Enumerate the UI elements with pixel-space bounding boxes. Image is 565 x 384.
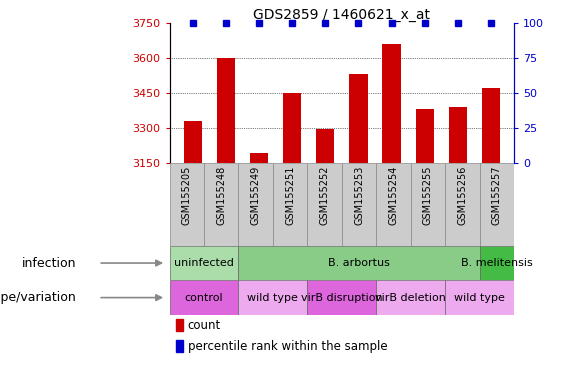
Text: wild type: wild type xyxy=(247,293,298,303)
Bar xyxy=(342,163,376,246)
Bar xyxy=(238,163,273,246)
Text: percentile rank within the sample: percentile rank within the sample xyxy=(188,339,388,353)
Text: GSM155249: GSM155249 xyxy=(251,166,260,225)
Text: count: count xyxy=(188,318,221,331)
Bar xyxy=(204,163,238,246)
Text: GSM155253: GSM155253 xyxy=(354,166,364,225)
Text: virB disruption: virB disruption xyxy=(301,293,383,303)
Bar xyxy=(449,107,467,163)
Bar xyxy=(184,121,202,163)
Title: GDS2859 / 1460621_x_at: GDS2859 / 1460621_x_at xyxy=(253,8,431,22)
Bar xyxy=(273,163,307,246)
Bar xyxy=(376,280,445,315)
Bar xyxy=(480,163,514,246)
Text: GSM155257: GSM155257 xyxy=(492,166,502,225)
Text: virB deletion: virB deletion xyxy=(375,293,446,303)
Text: genotype/variation: genotype/variation xyxy=(0,291,76,304)
Bar xyxy=(482,88,500,163)
Bar xyxy=(307,163,342,246)
Bar xyxy=(383,44,401,163)
Bar xyxy=(250,153,268,163)
Bar xyxy=(445,280,514,315)
Bar xyxy=(170,163,204,246)
Text: wild type: wild type xyxy=(454,293,505,303)
Bar xyxy=(411,163,445,246)
Text: GSM155248: GSM155248 xyxy=(216,166,226,225)
Text: B. melitensis: B. melitensis xyxy=(461,258,533,268)
Bar xyxy=(283,93,301,163)
Text: uninfected: uninfected xyxy=(174,258,234,268)
Bar xyxy=(416,109,434,163)
Bar xyxy=(176,319,182,331)
Text: GSM155252: GSM155252 xyxy=(320,166,329,225)
Bar xyxy=(445,163,480,246)
Text: infection: infection xyxy=(22,257,76,270)
Text: GSM155256: GSM155256 xyxy=(458,166,467,225)
Bar xyxy=(238,280,307,315)
Text: GSM155255: GSM155255 xyxy=(423,166,433,225)
Bar xyxy=(376,163,411,246)
Bar xyxy=(176,340,182,352)
Bar xyxy=(316,129,334,163)
Bar xyxy=(170,246,238,280)
Text: control: control xyxy=(185,293,223,303)
Text: B. arbortus: B. arbortus xyxy=(328,258,390,268)
Text: GSM155251: GSM155251 xyxy=(285,166,295,225)
Bar xyxy=(217,58,235,163)
Bar xyxy=(349,74,367,163)
Bar xyxy=(170,280,238,315)
Bar xyxy=(307,280,376,315)
Text: GSM155205: GSM155205 xyxy=(182,166,192,225)
Bar xyxy=(480,246,514,280)
Text: GSM155254: GSM155254 xyxy=(389,166,398,225)
Bar xyxy=(238,246,480,280)
